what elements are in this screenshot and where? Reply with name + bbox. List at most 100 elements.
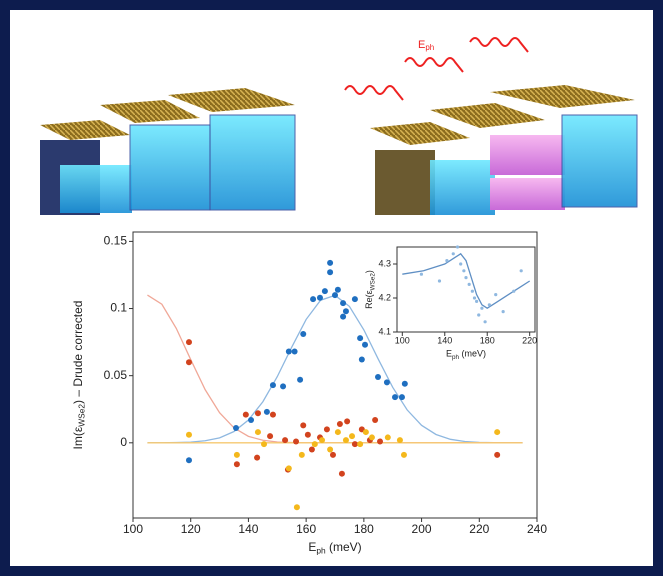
point [321, 288, 328, 295]
point [494, 451, 501, 458]
x-axis-label: Eph (meV) [446, 349, 486, 361]
point [332, 292, 338, 299]
x-axis-label-part: E [446, 349, 452, 359]
point [374, 374, 381, 381]
y-axis-label: Re(εWSe2) [364, 270, 376, 309]
point [455, 245, 460, 249]
point [291, 348, 298, 355]
x-axis-label-part: ph [316, 546, 326, 556]
point [267, 433, 274, 440]
point [357, 441, 364, 448]
point [464, 276, 468, 280]
point [472, 296, 477, 300]
point [501, 310, 505, 314]
x-tick-label: 140 [238, 522, 258, 536]
point [338, 470, 345, 477]
y-tick-label: 4.1 [378, 326, 391, 336]
point [327, 269, 334, 276]
point [342, 308, 349, 315]
x-tick-label: 100 [123, 522, 143, 536]
point [298, 451, 305, 458]
point [344, 418, 351, 425]
point [377, 438, 384, 445]
point [451, 252, 455, 256]
x-tick-label: 180 [354, 522, 374, 536]
point [419, 272, 424, 276]
point [494, 429, 501, 436]
point [396, 437, 403, 444]
point [254, 454, 261, 461]
point [254, 410, 261, 417]
point [242, 411, 249, 418]
point [261, 441, 268, 448]
point [437, 279, 442, 283]
point [459, 262, 463, 266]
point [282, 437, 289, 444]
point [475, 299, 479, 303]
point [311, 441, 318, 448]
point [519, 269, 523, 273]
x-axis-label-part: ph [452, 354, 460, 361]
x-tick-label: 160 [296, 522, 316, 536]
point [319, 437, 326, 444]
point [340, 300, 347, 307]
point [362, 341, 369, 348]
x-tick-label: 200 [412, 522, 432, 536]
point [263, 408, 270, 415]
point [304, 431, 311, 438]
y-axis-label-part: WSe2 [369, 273, 376, 291]
point [392, 394, 399, 401]
point [487, 303, 491, 307]
fit-line [402, 252, 531, 309]
point [327, 259, 334, 266]
point [358, 356, 365, 363]
point [384, 434, 391, 441]
x-axis-label: Eph (meV) [308, 540, 361, 556]
point [349, 433, 356, 440]
point [233, 451, 240, 458]
point [467, 282, 471, 286]
point [248, 416, 255, 423]
point [512, 289, 516, 293]
point [269, 382, 276, 389]
x-axis-label-part: (meV) [326, 540, 362, 554]
y-tick-label: 4.2 [378, 292, 391, 302]
y-axis-label: Im(εWSe2) – Drude corrected [71, 301, 87, 450]
photon-label: Eph [418, 39, 434, 52]
point [323, 426, 330, 433]
point [372, 416, 379, 423]
point [185, 359, 192, 366]
x-tick-label: 180 [480, 335, 495, 345]
point [340, 313, 347, 320]
point [293, 438, 300, 445]
y-tick-label: 0 [120, 435, 127, 449]
point [383, 379, 390, 386]
point [351, 296, 358, 303]
x-axis-label-part: E [308, 540, 316, 554]
point [185, 339, 192, 346]
point [400, 451, 407, 458]
point [185, 457, 192, 464]
illustration-left [40, 88, 296, 215]
x-axis-label-part: (meV) [459, 349, 486, 359]
point [483, 320, 487, 324]
y-tick-label: 0.1 [110, 301, 127, 315]
point [401, 380, 408, 387]
y-tick-label: 0.15 [104, 234, 128, 248]
y-tick-label: 4.3 [378, 258, 391, 268]
point [308, 446, 315, 453]
point [285, 465, 292, 472]
x-tick-label: 220 [469, 522, 489, 536]
point [462, 269, 466, 273]
x-tick-label: 140 [437, 335, 452, 345]
y-axis-label-part: ) – Drude corrected [71, 301, 85, 404]
point [445, 259, 449, 263]
y-axis-label-part: Re(ε [364, 290, 374, 309]
x-tick-label: 120 [181, 522, 201, 536]
point [280, 383, 287, 390]
point [351, 441, 358, 448]
point [398, 394, 405, 401]
x-tick-label: 100 [395, 335, 410, 345]
